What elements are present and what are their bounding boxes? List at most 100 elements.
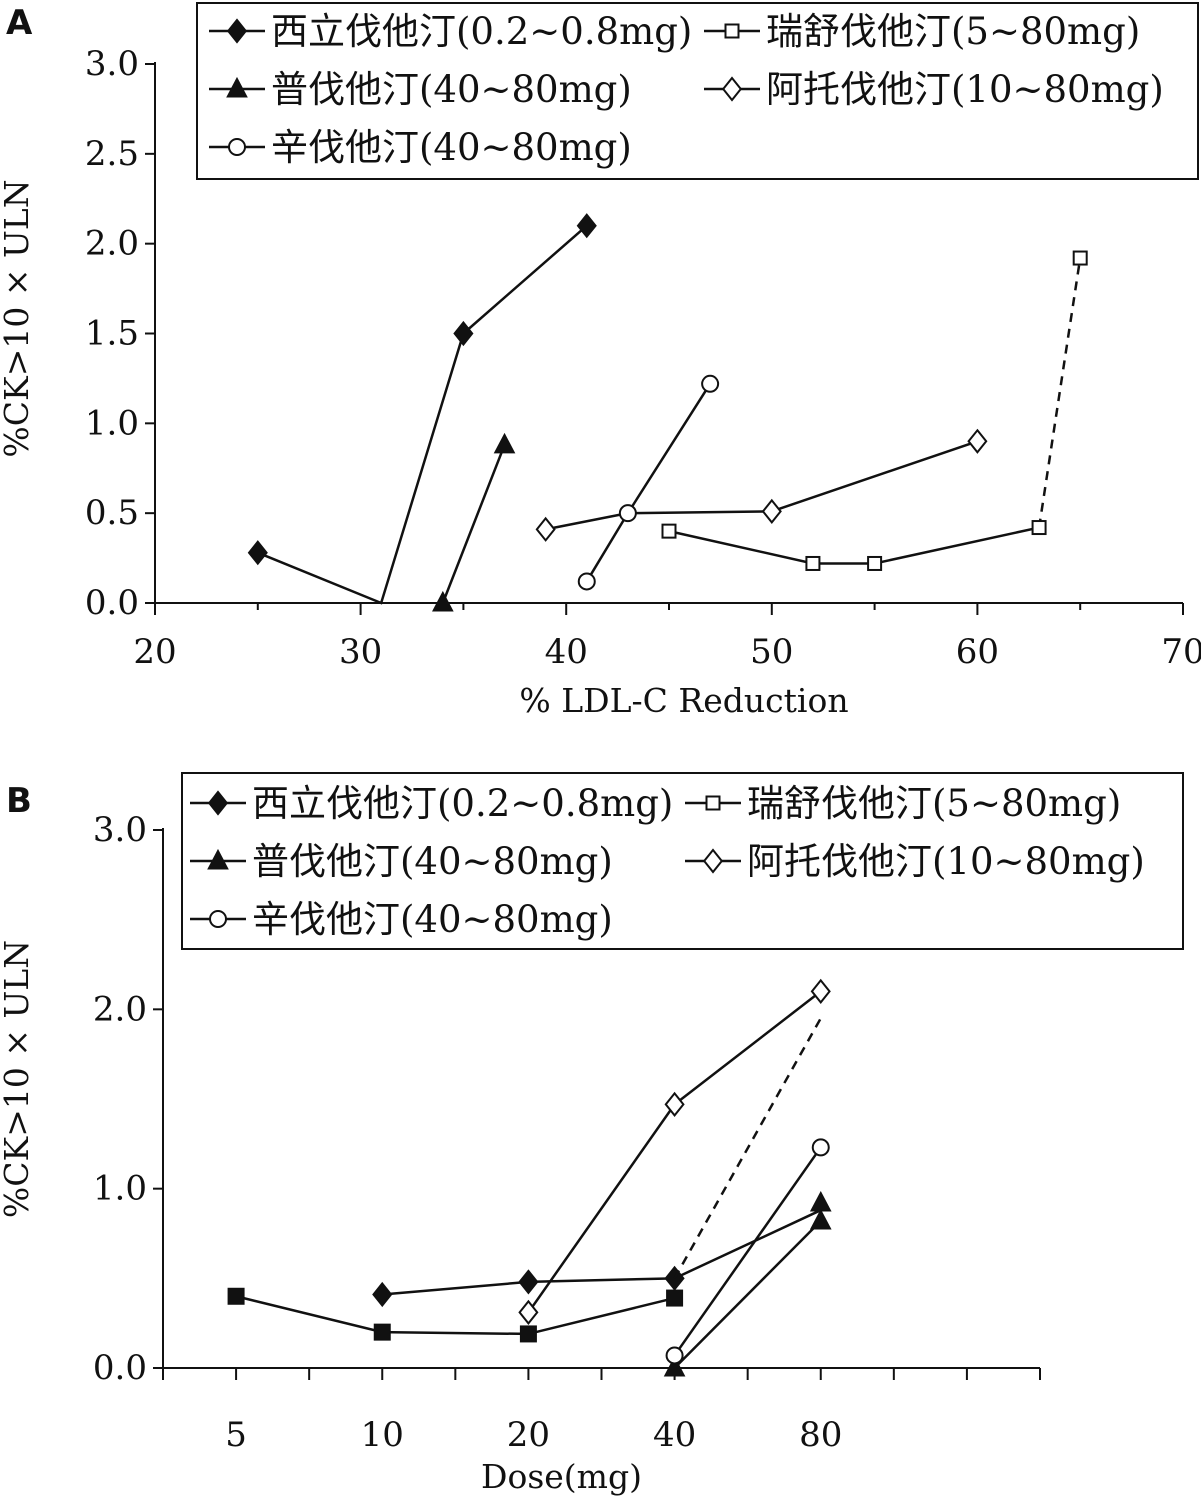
data-point <box>576 213 597 239</box>
series-line <box>235 1295 675 1336</box>
data-point <box>518 1299 539 1326</box>
series-dashed-line <box>1037 257 1082 528</box>
data-point <box>535 516 556 542</box>
legend-label: 瑞舒伐他汀(5~80mg) <box>766 10 1140 53</box>
y-tick-label: 1.0 <box>85 403 139 443</box>
series-line <box>673 1220 822 1369</box>
data-point <box>761 498 782 524</box>
x-tick-label: 60 <box>956 632 999 672</box>
x-tick-label: 70 <box>1161 632 1201 672</box>
x-tick-label: 80 <box>799 1415 842 1455</box>
series-1 <box>247 213 597 605</box>
legend-swatch-marker <box>226 76 248 98</box>
series-dashed-line <box>673 1017 822 1279</box>
legend-swatch-marker <box>207 848 229 870</box>
series-4 <box>518 978 831 1326</box>
x-tick-label: 50 <box>750 632 793 672</box>
legend-swatch-marker <box>228 138 246 156</box>
series-3 <box>663 1190 832 1377</box>
data-point <box>577 572 596 591</box>
data-point <box>665 1346 684 1365</box>
data-point <box>247 540 268 566</box>
series-line <box>585 383 712 583</box>
data-point <box>663 1355 686 1377</box>
data-point <box>1031 520 1047 536</box>
data-point <box>967 428 988 454</box>
y-tick-label: 2.0 <box>93 989 147 1029</box>
data-point <box>373 1323 391 1341</box>
x-tick-label: 10 <box>361 1415 404 1455</box>
data-point <box>519 1325 537 1343</box>
y-axis-title: %CK>10 × ULN <box>0 940 36 1218</box>
legend-label: 普伐他汀(40~80mg) <box>271 68 632 111</box>
legend-swatch-marker <box>702 848 724 874</box>
data-point <box>805 555 821 571</box>
legend-box <box>196 2 1199 180</box>
series-5 <box>665 1138 830 1365</box>
series-4 <box>535 428 988 542</box>
legend-label: 西立伐他汀(0.2~0.8mg) <box>252 782 673 825</box>
data-point <box>867 555 883 571</box>
legend-swatch-marker <box>721 76 743 102</box>
y-tick-label: 1.0 <box>93 1169 147 1209</box>
series-line <box>441 444 506 604</box>
data-point <box>518 1269 539 1295</box>
data-point <box>809 1208 832 1230</box>
x-tick-label: 40 <box>653 1415 696 1455</box>
series-line <box>257 224 588 605</box>
series-line <box>545 440 978 531</box>
series-3 <box>432 432 516 612</box>
legend-box <box>181 772 1184 950</box>
panel-b-chart: B 0.0 1.0 2.0 3.0 %CK>10 × ULN 5 10 20 40 80 Dose(m… <box>0 772 1184 1496</box>
legend-swatch-marker <box>209 910 227 928</box>
legend-label: 阿托伐他汀(10~80mg) <box>766 68 1164 111</box>
data-point <box>666 1289 684 1307</box>
y-tick-label: 0.0 <box>85 583 139 623</box>
x-axis-title: % LDL-C Reduction <box>519 681 848 720</box>
data-point <box>809 1190 832 1212</box>
y-tick-label: 3.0 <box>85 44 139 84</box>
series-line <box>382 1209 822 1296</box>
y-tick-label: 2.5 <box>85 134 139 174</box>
x-tick-label: 30 <box>339 632 382 672</box>
y-tick-label: 1.5 <box>85 314 139 354</box>
data-point <box>664 1091 685 1117</box>
y-tick-label: 2.0 <box>85 224 139 264</box>
series-2 <box>661 250 1088 571</box>
data-point <box>493 432 516 454</box>
series-5 <box>577 374 720 591</box>
legend-label: 西立伐他汀(0.2~0.8mg) <box>271 10 692 53</box>
y-tick-label: 0.5 <box>85 493 139 533</box>
x-axis-title: Dose(mg) <box>481 1457 642 1496</box>
panel-letter: A <box>6 3 33 43</box>
legend: 西立伐他汀(0.2~0.8mg) 瑞舒伐他汀(5~80mg) 普伐他汀(40~80m… <box>181 772 1184 950</box>
data-point <box>661 523 677 539</box>
series-2 <box>227 1017 822 1343</box>
x-tick-label: 40 <box>545 632 588 672</box>
legend-label: 阿托伐他汀(10~80mg) <box>747 840 1145 883</box>
series-line <box>668 526 1040 565</box>
data-point <box>453 320 474 347</box>
legend: 西立伐他汀(0.2~0.8mg) 瑞舒伐他汀(5~80mg) 普伐他汀(40~80m… <box>196 2 1199 180</box>
x-tick-label: 20 <box>133 632 176 672</box>
panel-a-chart: A 0.0 0.5 1.0 1.5 2.0 2.5 3.0 %CK>10 × ULN 20 30 40… <box>0 2 1201 720</box>
y-tick-label: 0.0 <box>93 1348 147 1388</box>
legend-label: 普伐他汀(40~80mg) <box>252 840 613 883</box>
y-axis-title: %CK>10 × ULN <box>0 179 36 457</box>
legend-swatch-marker <box>705 795 721 811</box>
legend-label: 辛伐他汀(40~80mg) <box>252 898 613 941</box>
data-point <box>810 978 831 1005</box>
data-point <box>1072 250 1088 266</box>
legend-swatch-marker <box>724 23 740 39</box>
series-1 <box>372 1209 822 1308</box>
data-point <box>618 504 637 523</box>
x-tick-label: 20 <box>507 1415 550 1455</box>
y-tick-label: 3.0 <box>93 810 147 850</box>
legend-swatch-marker <box>207 790 229 816</box>
legend-swatch-marker <box>226 18 248 44</box>
x-tick-label: 5 <box>225 1415 247 1455</box>
series-line <box>673 1146 822 1357</box>
data-point <box>811 1138 830 1157</box>
data-point <box>432 590 454 612</box>
